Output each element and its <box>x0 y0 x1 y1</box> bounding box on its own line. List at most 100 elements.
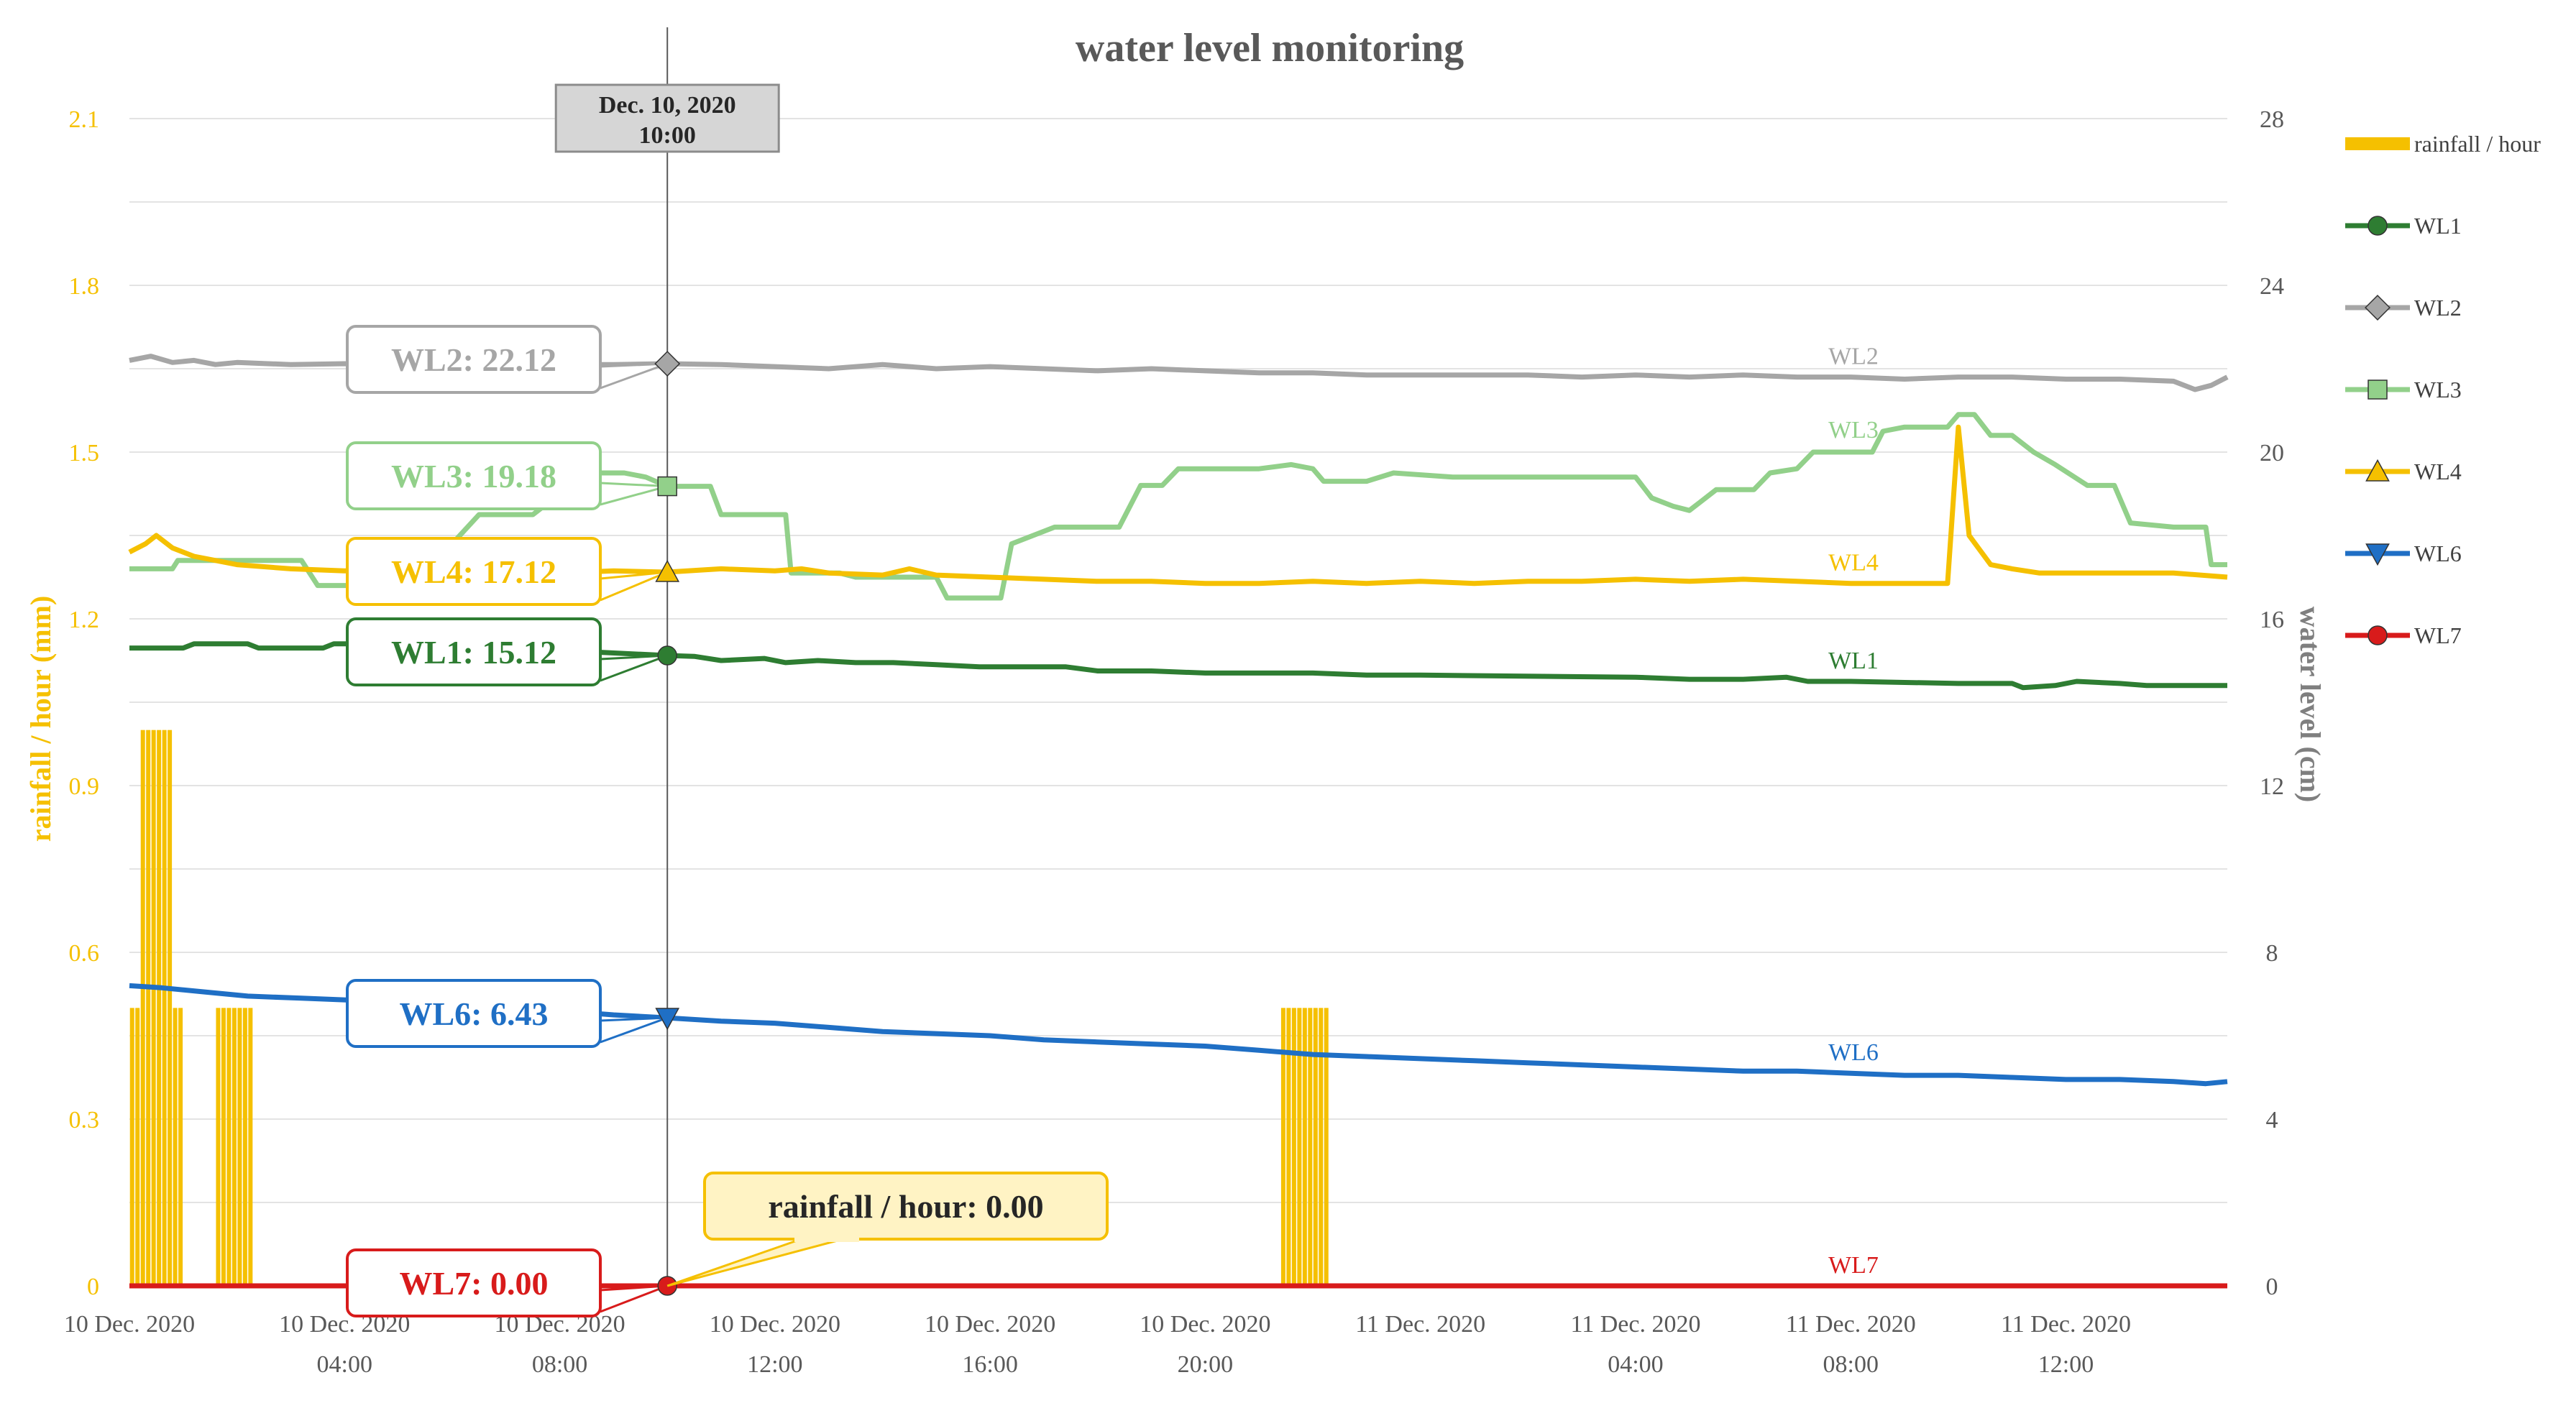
rainfall-bar <box>221 1008 226 1286</box>
legend-label: WL4 <box>2414 459 2462 484</box>
x-tick-time: 04:00 <box>317 1351 372 1378</box>
y-left-tick-label: 1.8 <box>69 273 100 300</box>
cursor-marker-wl4 <box>655 559 680 582</box>
rainfall-bar <box>226 1008 232 1286</box>
legend-marker <box>2365 459 2390 482</box>
rainfall-bar <box>1297 1008 1302 1286</box>
legend-swatch <box>2345 137 2410 150</box>
y-left-tick-label: 0.9 <box>69 773 100 800</box>
rainfall-bar <box>242 1008 247 1286</box>
callout-wl2: WL2: 22.12 <box>346 325 681 394</box>
rainfall-bar <box>1302 1008 1307 1286</box>
x-tick-date: 10 Dec. 2020 <box>64 1311 195 1338</box>
callout-box <box>346 441 602 510</box>
legend-label: WL1 <box>2414 213 2462 239</box>
y-right-tick-label: 12 <box>2260 773 2284 800</box>
legend: rainfall / hour WL1 WL2 WL3 WL4 WL6 WL7 <box>2345 131 2541 648</box>
y-left-tick-label: 1.5 <box>69 440 100 466</box>
x-tick-time: 12:00 <box>747 1351 802 1378</box>
y-right-tick-label: 4 <box>2266 1107 2278 1133</box>
rainfall-bar <box>1313 1008 1318 1286</box>
x-tick-date: 11 Dec. 2020 <box>1786 1311 1916 1338</box>
x-tick-time: 08:00 <box>532 1351 587 1378</box>
x-tick-date: 11 Dec. 2020 <box>1570 1311 1700 1338</box>
rainfall-bar <box>146 730 151 1286</box>
callout-box <box>346 325 602 394</box>
y-left-tick-label: 2.1 <box>69 106 100 133</box>
rainfall-bar <box>1324 1008 1329 1286</box>
legend-label: WL6 <box>2414 540 2462 566</box>
rainfall-bar <box>178 1008 183 1286</box>
cursor-marker-wl3 <box>657 476 677 497</box>
rainfall-bar <box>1286 1008 1291 1286</box>
y-right-tick-label: 0 <box>2266 1274 2278 1300</box>
y-left-tick-label: 0.6 <box>69 940 100 967</box>
legend-label: rainfall / hour <box>2414 131 2541 157</box>
rainfall-bar <box>1319 1008 1324 1286</box>
legend-item-rainfall-hour: rainfall / hour <box>2345 131 2541 157</box>
rainfall-bar <box>216 1008 221 1286</box>
legend-item-wl1: WL1 <box>2345 213 2462 239</box>
x-tick-time: 20:00 <box>1178 1351 1233 1378</box>
rainfall-bar <box>1308 1008 1313 1286</box>
rainfall-bar <box>237 1008 242 1286</box>
legend-marker <box>2365 295 2391 321</box>
rainfall-bars <box>129 730 1329 1286</box>
series-label-wl3: WL3 <box>1828 417 1879 443</box>
callout-text: WL7: 0.00 <box>400 1265 549 1302</box>
series-line-wl2 <box>129 354 2229 392</box>
legend-label: WL2 <box>2414 295 2462 321</box>
rainfall-bar <box>232 1008 237 1286</box>
callout-text: rainfall / hour: 0.00 <box>768 1188 1043 1225</box>
x-tick-date: 10 Dec. 2020 <box>1140 1311 1270 1338</box>
x-tick-date: 11 Dec. 2020 <box>1355 1311 1485 1338</box>
rainfall-bar <box>129 1008 134 1286</box>
callout-rainfall: rainfall / hour: 0.00 <box>666 1172 1109 1287</box>
callout-seam <box>794 1233 859 1242</box>
cursor: Dec. 10, 2020 10:00 <box>554 27 780 1286</box>
y-left-tick-label: 0.3 <box>69 1107 100 1133</box>
callout-box <box>703 1172 1109 1241</box>
callout-box <box>346 617 602 686</box>
x-axis-ticks: 10 Dec. 2020 10 Dec. 2020 04:00 10 Dec. 202… <box>64 1311 2131 1378</box>
cursor-marker-wl1 <box>657 645 677 666</box>
y-left-axis-label: rainfall / hour (mm) <box>24 596 57 842</box>
callout-wl6: WL6: 6.43 <box>346 979 680 1048</box>
x-tick-date: 11 Dec. 2020 <box>2001 1311 2131 1338</box>
series-label-wl2: WL2 <box>1828 344 1879 370</box>
cursor-box <box>554 83 780 153</box>
callout-text: WL3: 19.18 <box>391 458 556 494</box>
x-tick-time: 16:00 <box>962 1351 1017 1378</box>
y-right-tick-label: 24 <box>2260 273 2284 300</box>
x-tick-time: 08:00 <box>1823 1351 1879 1378</box>
legend-marker <box>2368 380 2388 400</box>
rainfall-bar <box>1291 1008 1296 1286</box>
legend-item-wl4: WL4 <box>2345 459 2462 484</box>
rainfall-bar <box>173 1008 178 1286</box>
rainfall-bar <box>157 730 162 1286</box>
x-tick-date: 10 Dec. 2020 <box>710 1311 840 1338</box>
y-left-tick-label: 0 <box>87 1274 99 1300</box>
legend-label: WL7 <box>2414 622 2462 648</box>
x-tick-date: 10 Dec. 2020 <box>925 1311 1055 1338</box>
legend-marker <box>2368 625 2388 645</box>
rainfall-bar <box>140 730 145 1286</box>
callout-box <box>346 537 602 606</box>
rainfall-bar <box>151 730 156 1286</box>
cursor-date: Dec. 10, 2020 <box>599 92 736 119</box>
callout-text: WL1: 15.12 <box>391 634 556 671</box>
callout-text: WL4: 17.12 <box>391 553 556 590</box>
y-right-tick-label: 20 <box>2260 440 2284 466</box>
rainfall-bar <box>248 1008 253 1286</box>
legend-marker <box>2368 216 2388 236</box>
cursor-marker-wl2 <box>654 351 681 377</box>
series-label-wl7: WL7 <box>1828 1252 1879 1279</box>
x-tick-time: 04:00 <box>1608 1351 1663 1378</box>
y-left-tick-label: 1.2 <box>69 607 100 633</box>
legend-label: WL3 <box>2414 377 2462 402</box>
legend-item-wl7: WL7 <box>2345 622 2462 648</box>
chart-title: water level monitoring <box>1076 26 1464 70</box>
series-end-labels: WL1 WL2 WL3 WL4 WL6 WL7 <box>1828 344 1879 1279</box>
y-left-ticks: 0 0.3 0.6 0.9 1.2 1.5 1.8 2.1 <box>69 106 100 1300</box>
